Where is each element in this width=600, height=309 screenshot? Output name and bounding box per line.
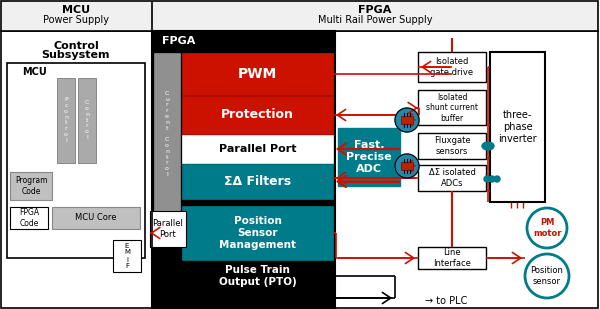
Text: Position
sensor: Position sensor: [530, 266, 563, 286]
Bar: [418, 247, 486, 269]
Bar: [418, 90, 486, 125]
Bar: [182, 261, 333, 291]
Text: Fluxgate
sensors: Fluxgate sensors: [434, 136, 470, 156]
Bar: [182, 206, 333, 260]
Text: Subsystem: Subsystem: [42, 50, 110, 60]
Text: Parallel
Port: Parallel Port: [152, 219, 184, 239]
Bar: [10, 207, 48, 229]
Bar: [78, 78, 96, 163]
Bar: [490, 52, 545, 202]
Text: Pulse Train
Output (PTO): Pulse Train Output (PTO): [218, 265, 296, 287]
Text: Protection: Protection: [221, 108, 294, 121]
Text: FPGA: FPGA: [358, 5, 392, 15]
Bar: [152, 31, 335, 308]
Bar: [1, 31, 598, 308]
Bar: [182, 53, 333, 95]
Bar: [52, 207, 140, 229]
Text: MCU: MCU: [22, 67, 47, 77]
Bar: [10, 172, 52, 200]
Text: Program
Code: Program Code: [15, 176, 47, 196]
Bar: [1, 1, 598, 31]
Bar: [182, 96, 333, 134]
Circle shape: [494, 176, 500, 182]
Circle shape: [395, 154, 419, 178]
Bar: [154, 53, 180, 215]
Bar: [401, 116, 413, 124]
Bar: [418, 133, 486, 159]
Text: Control: Control: [53, 41, 99, 51]
Text: Line
Interface: Line Interface: [433, 248, 471, 268]
Bar: [182, 135, 333, 163]
Text: PM
motor: PM motor: [533, 218, 561, 238]
Circle shape: [484, 176, 490, 182]
Text: Parallel Port: Parallel Port: [219, 144, 296, 154]
Text: FPGA
Code: FPGA Code: [19, 208, 39, 228]
Bar: [57, 78, 75, 163]
Text: Position
Sensor
Management: Position Sensor Management: [219, 216, 296, 250]
Circle shape: [489, 176, 495, 182]
Bar: [418, 52, 486, 82]
Text: C
u
r
r
e
n
t
 
C
o
n
t
r
o
l: C u r r e n t C o n t r o l: [165, 91, 169, 177]
Bar: [182, 164, 333, 199]
Text: P
c
o
n
t
r
o
l: P c o n t r o l: [64, 97, 68, 143]
Text: PWM: PWM: [238, 67, 277, 81]
Text: Power Supply: Power Supply: [43, 15, 109, 25]
Text: E
M
I
F: E M I F: [124, 243, 130, 269]
Text: Isolated
shunt current
buffer: Isolated shunt current buffer: [426, 93, 478, 123]
Text: MCU: MCU: [62, 5, 90, 15]
Bar: [182, 200, 333, 206]
Bar: [113, 240, 141, 272]
Circle shape: [395, 108, 419, 132]
Ellipse shape: [482, 142, 494, 150]
Text: ΣΔ Filters: ΣΔ Filters: [224, 175, 291, 188]
Bar: [338, 128, 400, 186]
Bar: [7, 63, 145, 258]
Text: FPGA: FPGA: [162, 36, 196, 46]
Text: three-
phase
inverter: three- phase inverter: [498, 110, 537, 144]
Text: MCU Core: MCU Core: [75, 214, 117, 222]
Text: Isolated
gate drive: Isolated gate drive: [430, 57, 473, 77]
Text: → to PLC: → to PLC: [425, 296, 467, 306]
Bar: [418, 165, 486, 191]
Text: Multi Rail Power Supply: Multi Rail Power Supply: [318, 15, 432, 25]
Text: Fast,
Precise
ADC: Fast, Precise ADC: [346, 140, 392, 174]
Bar: [401, 162, 413, 170]
Bar: [150, 211, 186, 247]
Text: ΔΣ isolated
ADCs: ΔΣ isolated ADCs: [428, 168, 475, 188]
Text: C
o
n
t
r
o
l: C o n t r o l: [85, 100, 89, 140]
